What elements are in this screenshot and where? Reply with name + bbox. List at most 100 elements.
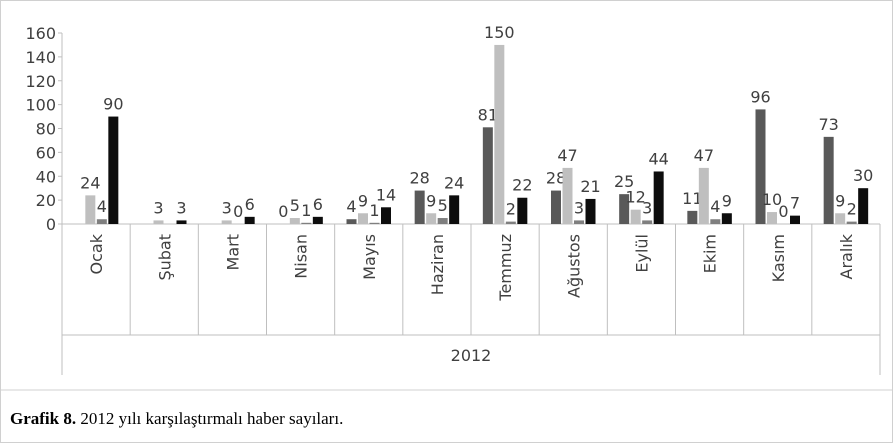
bar (153, 220, 164, 224)
value-label: 3 (574, 198, 584, 217)
bar (176, 220, 187, 224)
bar (517, 197, 528, 224)
value-label: 28 (409, 169, 429, 188)
bar (687, 210, 698, 224)
value-label: 4 (97, 197, 107, 216)
bar (721, 213, 732, 224)
value-label: 73 (818, 115, 838, 134)
bar (369, 222, 380, 224)
x-tick-label: Temmuz (496, 234, 515, 302)
bar (482, 127, 493, 224)
y-tick-label: 0 (46, 215, 56, 234)
value-label: 96 (750, 87, 770, 106)
group-label: 2012 (451, 346, 492, 365)
x-tick-label: Aralık (837, 233, 856, 279)
value-label: 1 (369, 201, 379, 220)
bar (858, 188, 869, 224)
value-label: 12 (625, 188, 645, 207)
value-label: 5 (290, 196, 300, 215)
bar (437, 218, 448, 224)
y-tick-label: 140 (25, 48, 56, 67)
x-tick-label: Ekim (701, 234, 720, 273)
bar (823, 136, 834, 224)
y-tick-label: 40 (36, 167, 56, 186)
bar (755, 109, 766, 224)
value-label: 150 (484, 23, 515, 42)
value-label: 0 (278, 202, 288, 221)
bar (244, 216, 255, 224)
bar (289, 218, 300, 224)
value-label: 3 (642, 198, 652, 217)
bar (221, 220, 232, 224)
bar (96, 219, 107, 224)
bar (710, 219, 721, 224)
bar (835, 213, 846, 224)
x-tick-label: Mayıs (360, 234, 379, 280)
value-label: 2 (506, 200, 516, 219)
caption: Grafik 8. 2012 yılı karşılaştırmalı habe… (10, 409, 343, 428)
bar (574, 220, 584, 224)
value-label: 1 (301, 201, 311, 220)
value-label: 6 (313, 195, 323, 214)
x-tick-label: Şubat (155, 234, 174, 281)
caption-text: 2012 yılı karşılaştırmalı haber sayıları… (76, 409, 343, 428)
bar (790, 215, 800, 224)
value-label: 0 (233, 202, 243, 221)
value-label: 9 (722, 191, 732, 210)
y-tick-label: 20 (36, 191, 56, 210)
value-label: 21 (580, 177, 600, 196)
value-label: 9 (835, 191, 845, 210)
x-tick-label: Mart (223, 234, 242, 270)
x-tick-label: Kasım (769, 234, 788, 282)
bar (767, 212, 777, 224)
bar (551, 190, 561, 224)
value-label: 25 (614, 172, 634, 191)
y-tick-label: 160 (25, 24, 56, 43)
bar (585, 198, 596, 224)
y-tick-label: 100 (25, 96, 56, 115)
value-label: 7 (790, 194, 800, 213)
value-label: 22 (512, 176, 532, 195)
value-label: 47 (557, 146, 577, 165)
bar (494, 44, 505, 224)
value-label: 9 (426, 191, 436, 210)
bar (505, 221, 516, 224)
bar (630, 209, 641, 224)
x-tick-label: Ağustos (564, 234, 583, 298)
value-label: 3 (222, 198, 232, 217)
y-tick-label: 80 (36, 120, 56, 139)
bar (381, 207, 391, 224)
value-label: 5 (438, 196, 448, 215)
bar (619, 194, 630, 224)
bar (426, 213, 437, 224)
x-tick-label: Haziran (428, 234, 447, 295)
value-label: 24 (444, 173, 464, 192)
bar (846, 221, 857, 224)
bar (698, 167, 709, 224)
value-label: 3 (176, 198, 186, 217)
bar (301, 222, 312, 224)
value-label: 47 (694, 146, 714, 165)
x-tick-label: Ocak (87, 233, 106, 274)
value-label: 81 (478, 105, 498, 124)
value-label: 9 (358, 191, 368, 210)
value-label: 14 (376, 185, 396, 204)
x-tick-label: Nisan (292, 234, 311, 279)
bar (358, 213, 368, 224)
bar (653, 171, 664, 224)
value-label: 2 (847, 200, 857, 219)
bar (312, 216, 323, 224)
value-label: 44 (648, 149, 668, 168)
value-label: 10 (762, 190, 782, 209)
x-tick-label: Eylül (632, 234, 651, 273)
value-label: 6 (245, 195, 255, 214)
value-label: 3 (153, 198, 163, 217)
bar (562, 167, 573, 224)
bar (85, 195, 96, 224)
bar (346, 219, 357, 224)
bar (414, 190, 425, 224)
value-label: 0 (778, 202, 788, 221)
caption-label: Grafik 8. (10, 409, 76, 428)
value-label: 4 (346, 197, 356, 216)
